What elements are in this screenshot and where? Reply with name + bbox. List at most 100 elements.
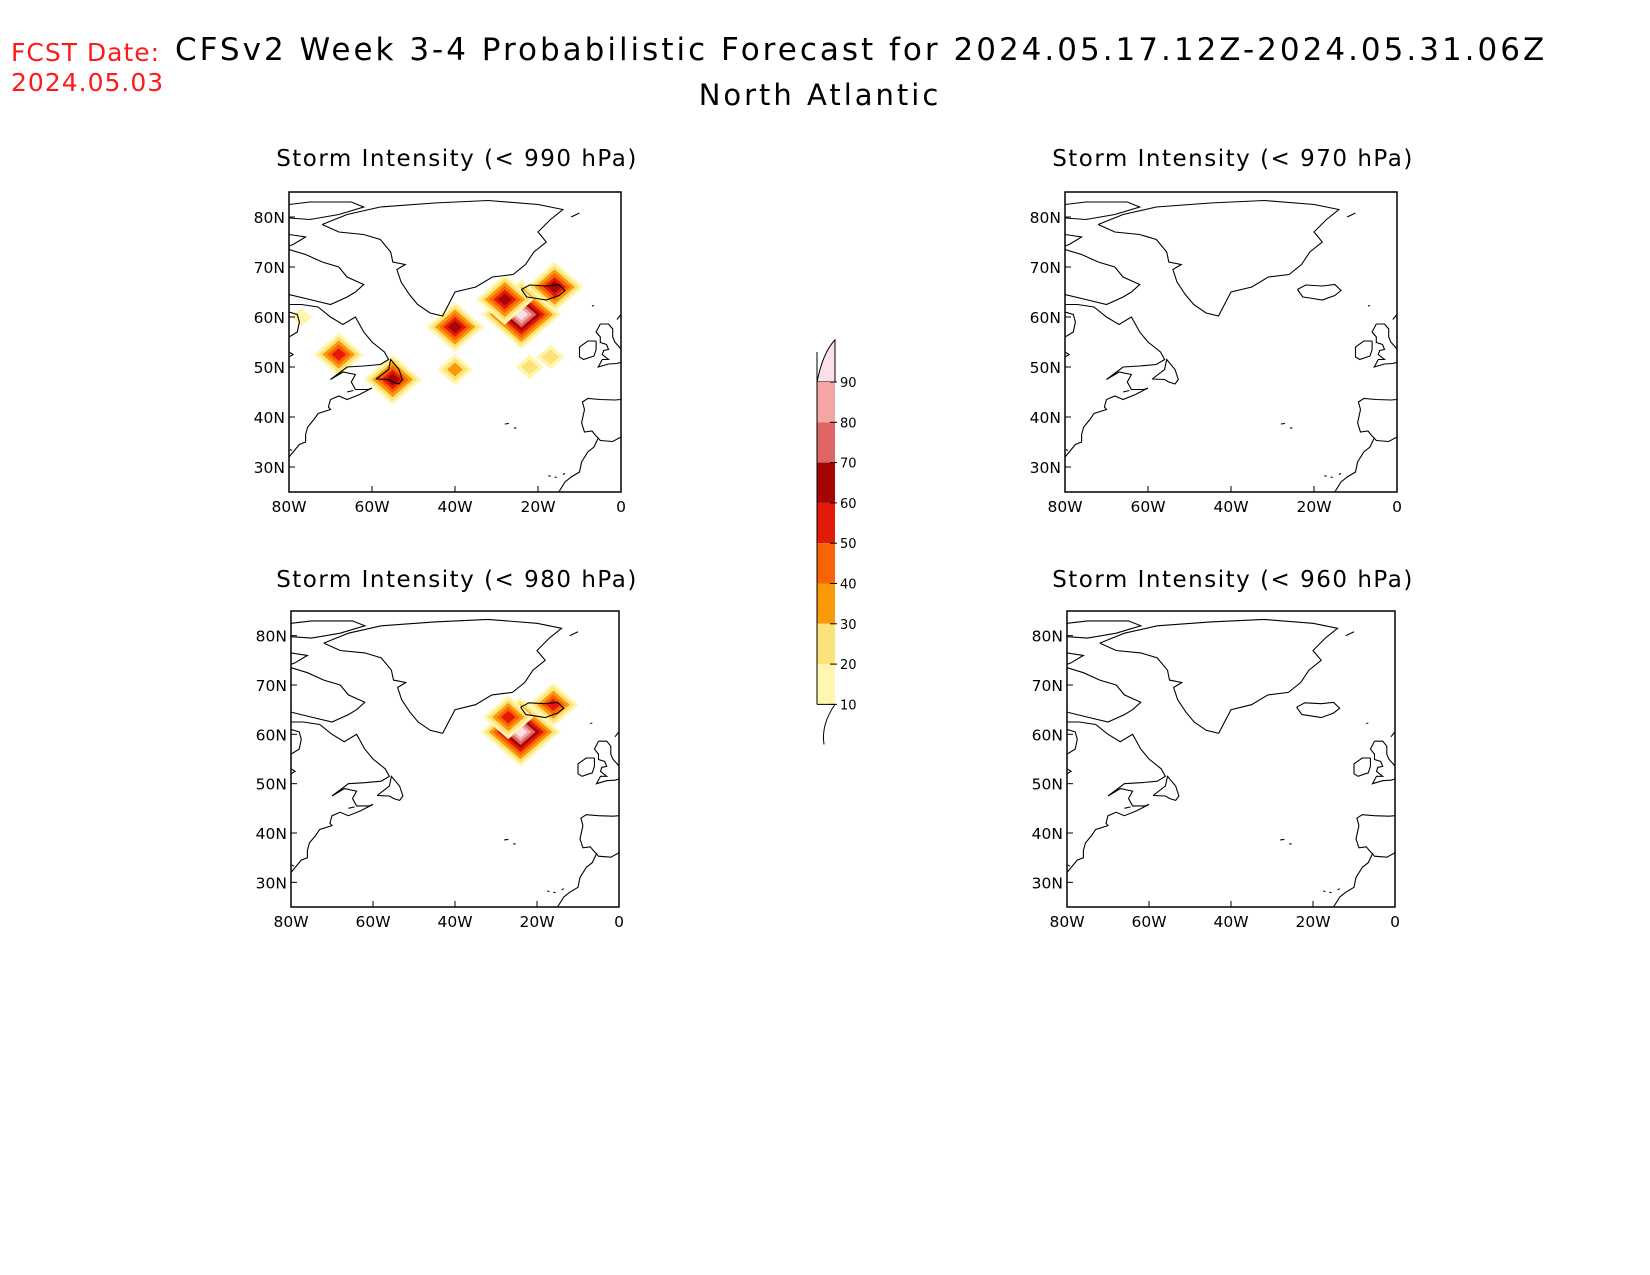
coastline	[1337, 888, 1340, 891]
coastline	[291, 864, 295, 867]
colorbar-label: 70	[840, 457, 857, 472]
probability-contour-20	[520, 359, 539, 375]
figure-subtitle: North Atlantic	[698, 78, 942, 112]
probability-contour-50	[331, 348, 347, 361]
colorbar-segment	[817, 382, 835, 423]
map-frame	[290, 610, 620, 908]
lat-tick-label: 30N	[1032, 874, 1063, 892]
lon-tick-label: 40W	[437, 913, 472, 931]
coastline	[289, 233, 308, 247]
coastline	[1329, 891, 1332, 894]
colorbar-segment	[817, 422, 835, 463]
lat-tick-label: 50N	[254, 359, 285, 377]
coastline	[590, 722, 593, 725]
lon-tick-label: 20W	[1296, 498, 1331, 516]
lat-tick-label: 60N	[1030, 309, 1061, 327]
coastline	[289, 311, 300, 338]
coastline	[1152, 775, 1180, 802]
lat-tick-label: 80N	[1032, 628, 1063, 646]
lat-tick-label: 70N	[1032, 677, 1063, 695]
coastline	[595, 852, 619, 858]
lon-tick-label: 0	[616, 498, 626, 516]
coastline	[375, 358, 403, 385]
lon-tick-label: 60W	[354, 498, 389, 516]
coastline	[289, 201, 366, 221]
forecast-date-value: 2024.05.03	[11, 68, 165, 97]
probability-contour-20	[541, 349, 560, 365]
coastline	[348, 806, 355, 809]
lat-tick-label: 50N	[256, 776, 287, 794]
coastline	[1296, 283, 1342, 301]
probability-blob	[515, 354, 544, 380]
lon-tick-label: 60W	[1131, 913, 1166, 931]
coastline	[1067, 768, 1073, 775]
lat-tick-label: 50N	[1032, 776, 1063, 794]
lon-tick-label: 40W	[1213, 913, 1248, 931]
lon-tick-label: 80W	[1047, 498, 1082, 516]
colorbar-segment	[817, 502, 835, 544]
colorbar: 90 80 70 60 50 40 30 20 10	[816, 338, 857, 745]
probability-contour-30	[447, 362, 463, 377]
colorbar-bottom-extension	[817, 703, 836, 745]
coastline	[1065, 449, 1069, 451]
coastline	[1366, 722, 1369, 725]
probability-blob	[426, 301, 484, 353]
lat-tick-label: 50N	[1030, 359, 1061, 377]
coastline	[578, 340, 597, 361]
coastline	[1067, 652, 1085, 665]
colorbar-segment	[817, 664, 835, 705]
coastline	[1367, 304, 1371, 307]
coastline	[562, 473, 566, 475]
lon-tick-label: 0	[1392, 498, 1402, 516]
coastline	[1065, 311, 1076, 338]
coastline	[289, 351, 295, 358]
coastline	[577, 757, 595, 777]
coastline	[1369, 740, 1395, 785]
colorbar-label: 80	[840, 416, 857, 431]
coastline	[1067, 864, 1071, 867]
coastline	[595, 323, 621, 368]
coastline	[1330, 476, 1333, 479]
map-frame	[1064, 191, 1398, 493]
coastline	[591, 304, 595, 307]
probability-blob	[437, 353, 473, 386]
probability-contour-10	[290, 307, 313, 327]
coastline	[291, 728, 302, 755]
coastline	[1371, 852, 1395, 858]
lon-tick-label: 20W	[1295, 913, 1330, 931]
coastline	[1151, 358, 1179, 385]
coastline	[291, 721, 391, 873]
lon-tick-label: 80W	[1049, 913, 1084, 931]
lat-tick-label: 40N	[1030, 409, 1061, 427]
probability-blob	[290, 307, 313, 327]
coastline	[1373, 436, 1397, 443]
coastline	[1124, 806, 1131, 809]
coastline	[1324, 475, 1327, 477]
coastline	[504, 422, 509, 425]
lat-tick-label: 70N	[1030, 259, 1061, 277]
coastline	[1323, 890, 1326, 893]
coastline	[569, 631, 579, 637]
coastline	[553, 891, 556, 894]
coastline	[1122, 389, 1130, 393]
probability-contour-60	[447, 320, 463, 334]
coastline	[323, 618, 563, 734]
lat-tick-label: 60N	[256, 726, 287, 744]
coastline	[1334, 397, 1397, 492]
lon-tick-label: 80W	[273, 913, 308, 931]
probability-blob	[313, 332, 365, 377]
lon-tick-label: 40W	[1213, 498, 1248, 516]
lat-tick-label: 70N	[254, 259, 285, 277]
coastline	[1345, 631, 1355, 637]
lon-tick-label: 0	[614, 913, 624, 931]
lat-tick-label: 40N	[256, 825, 287, 843]
coastline	[1065, 351, 1071, 358]
map-frame	[1066, 610, 1396, 908]
lat-tick-label: 80N	[1030, 209, 1061, 227]
lon-tick-label: 60W	[1130, 498, 1165, 516]
colorbar-segment	[817, 623, 835, 665]
map-panel-990: Storm Intensity (< 990 hPa) 80W 60W 40W 20W 0…	[254, 146, 637, 516]
coastline	[1097, 199, 1341, 317]
coastline	[547, 890, 550, 893]
